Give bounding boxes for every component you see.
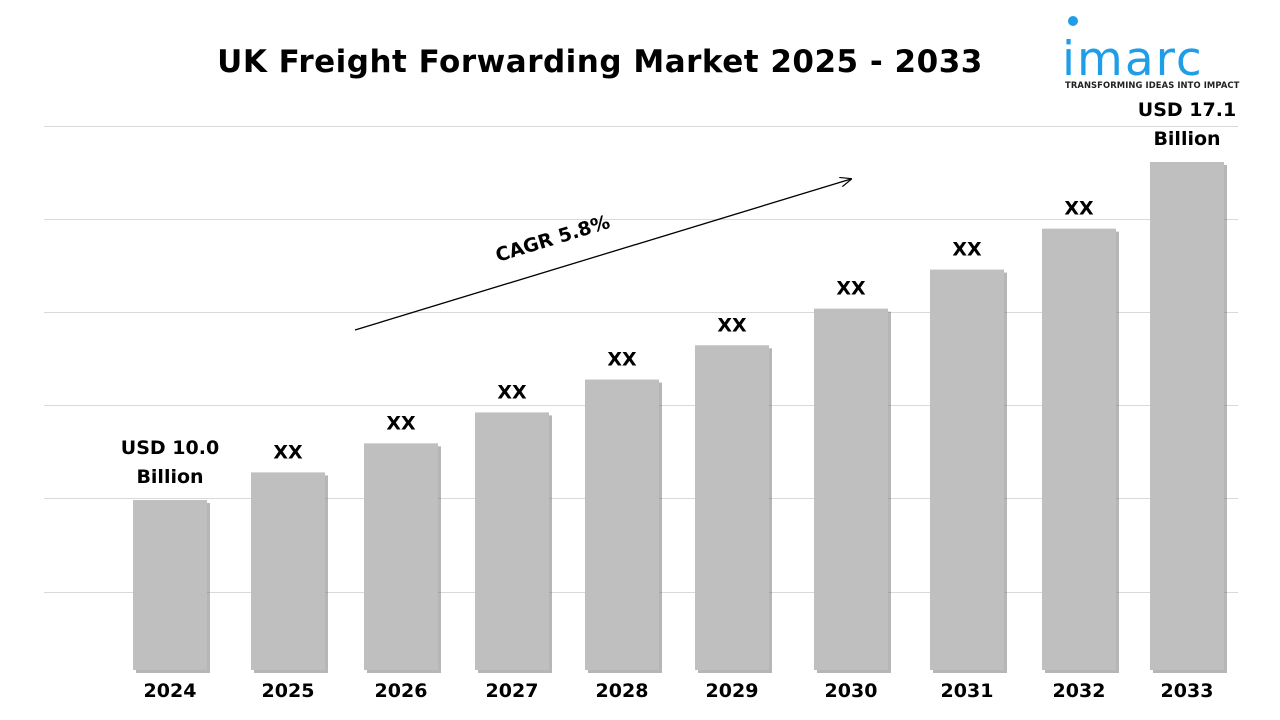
value-label-2029: XX xyxy=(717,314,747,336)
x-tick-label-2025: 2025 xyxy=(262,680,315,702)
value-label-2031: XX xyxy=(952,239,982,261)
cagr-arrow xyxy=(354,179,851,331)
x-tick-label-2032: 2032 xyxy=(1053,680,1106,702)
bar-2032 xyxy=(1042,228,1116,670)
x-tick-label-2027: 2027 xyxy=(486,680,539,702)
value-label-2028: XX xyxy=(607,349,637,371)
x-tick-label-2028: 2028 xyxy=(596,680,649,702)
bar-2025 xyxy=(251,472,325,670)
value-label-2026: XX xyxy=(386,412,416,434)
bar-2026 xyxy=(364,443,438,670)
value-label-2032: XX xyxy=(1064,198,1094,220)
bar-2030 xyxy=(814,308,888,670)
x-tick-label-2026: 2026 xyxy=(375,680,428,702)
logo-wordmark: imarc xyxy=(1062,32,1204,87)
value-label-2024-line1: USD 10.0 xyxy=(121,437,219,459)
bar-2029 xyxy=(695,345,769,670)
logo-tagline: TRANSFORMING IDEAS INTO IMPACT xyxy=(1065,80,1240,90)
value-label-2024-line2: Billion xyxy=(136,466,203,488)
bar-2033 xyxy=(1150,162,1224,670)
chart-title: UK Freight Forwarding Market 2025 - 2033 xyxy=(217,44,983,80)
value-label-2025: XX xyxy=(273,441,303,463)
bar-2028 xyxy=(585,379,659,670)
value-label-2033-line1: USD 17.1 xyxy=(1138,99,1236,121)
bar-2024 xyxy=(133,500,207,670)
x-tick-label-2029: 2029 xyxy=(706,680,759,702)
x-tick-label-2031: 2031 xyxy=(941,680,994,702)
x-tick-label-2030: 2030 xyxy=(825,680,878,702)
value-label-2030: XX xyxy=(836,278,866,300)
x-tick-label-2024: 2024 xyxy=(144,680,197,702)
bar-2027 xyxy=(475,412,549,670)
logo-dot xyxy=(1068,16,1078,26)
value-label-2027: XX xyxy=(497,381,527,403)
x-tick-label-2033: 2033 xyxy=(1161,680,1214,702)
value-label-2033-line2: Billion xyxy=(1153,128,1220,150)
imarc-logo: imarc TRANSFORMING IDEAS INTO IMPACT xyxy=(1062,14,1246,94)
bar-2031 xyxy=(930,269,1004,670)
